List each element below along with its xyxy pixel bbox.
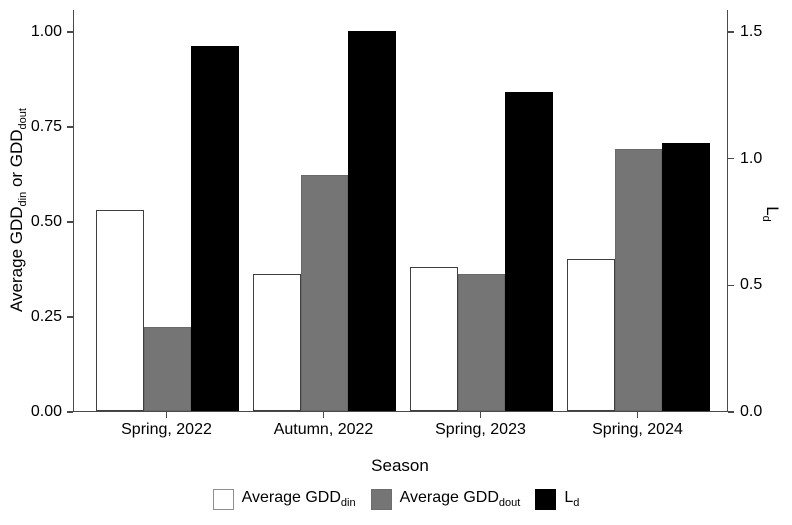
y-left-tick <box>67 316 73 318</box>
legend-item-avg-gdd-dout: Average GDDdout <box>370 488 521 510</box>
y-right-tick <box>728 411 734 413</box>
bar-average-gdd-dout-4 <box>614 148 663 411</box>
bar-average-gdd-din-1 <box>96 209 144 411</box>
legend-item-avg-gdd-din: Average GDDdin <box>212 488 356 510</box>
label-text: Average GDD <box>399 489 499 506</box>
y-left-tick <box>67 221 73 223</box>
bar-group-2 <box>253 9 397 411</box>
x-tick <box>322 412 325 418</box>
bar-l-d-4 <box>662 142 711 411</box>
y-right-tick-label: 0.5 <box>740 276 763 294</box>
legend-label-avg-gdd-din: Average GDDdin <box>242 489 356 509</box>
y-axis-title-left: Average GDDdin or GDDdout <box>4 0 30 430</box>
bar-group-1 <box>96 9 240 411</box>
x-tick <box>636 412 639 418</box>
legend-swatch-avg-gdd-dout <box>370 488 392 510</box>
bar-l-d-1 <box>191 46 240 411</box>
y-right-tick-label: 1.0 <box>740 149 763 167</box>
x-tick-label-2: Autumn, 2022 <box>273 421 374 438</box>
subscript-text: d <box>573 497 580 509</box>
y-left-tick-label: 0.00 <box>30 403 62 420</box>
bar-group-4 <box>567 9 711 411</box>
y-left-tick <box>67 126 73 128</box>
legend-swatch-ld <box>535 488 557 510</box>
subscript-text: din <box>340 497 356 509</box>
y-right-tick-label: 1.5 <box>740 23 763 40</box>
subscript-text: d <box>760 215 772 222</box>
x-tick-label-3: Spring, 2023 <box>435 421 526 438</box>
bar-average-gdd-din-2 <box>253 274 301 411</box>
bar-average-gdd-din-3 <box>410 266 458 411</box>
y-left-tick-label: 0.50 <box>30 213 62 230</box>
label-text: Average GDD <box>241 489 341 506</box>
x-tick-label-1: Spring, 2022 <box>121 421 212 438</box>
legend-label-avg-gdd-dout: Average GDDdout <box>400 489 521 509</box>
y-left-tick <box>67 31 73 33</box>
x-axis-title: Season <box>371 456 429 475</box>
label-text: L <box>763 206 782 216</box>
legend-label-ld: Ld <box>564 489 579 509</box>
bar-average-gdd-dout-1 <box>143 327 192 411</box>
label-text: or GDD <box>7 129 26 192</box>
bar-l-d-2 <box>348 31 397 411</box>
bar-l-d-3 <box>505 91 554 411</box>
y-left-tick-label: 0.75 <box>30 118 62 135</box>
legend-swatch-avg-gdd-din <box>212 488 234 510</box>
y-left-tick-label: 0.25 <box>30 308 62 325</box>
y-right-tick <box>728 157 734 160</box>
bar-average-gdd-dout-2 <box>300 175 349 411</box>
y-right-tick-label: 0.0 <box>740 403 763 420</box>
legend-item-ld: Ld <box>535 488 579 510</box>
bar-group-3 <box>410 9 554 411</box>
label-text: Average GDD <box>7 206 26 312</box>
bar-average-gdd-dout-3 <box>457 274 506 411</box>
y-right-tick <box>728 284 734 287</box>
plot-panel <box>73 10 728 412</box>
x-tick-label-4: Spring, 2024 <box>592 421 683 438</box>
subscript-text: dout <box>17 108 29 130</box>
subscript-text: din <box>17 191 29 207</box>
y-left-tick-label: 1.00 <box>30 23 62 40</box>
x-tick <box>165 412 168 418</box>
x-tick <box>479 412 482 418</box>
y-axis-title-right: Ld <box>760 184 784 244</box>
subscript-text: dout <box>498 497 521 509</box>
legend: Average GDDdin Average GDDdout Ld <box>0 486 792 512</box>
bar-average-gdd-din-4 <box>567 259 615 411</box>
y-left-tick <box>67 411 73 413</box>
label-text: L <box>564 489 574 506</box>
y-right-tick <box>728 31 734 33</box>
